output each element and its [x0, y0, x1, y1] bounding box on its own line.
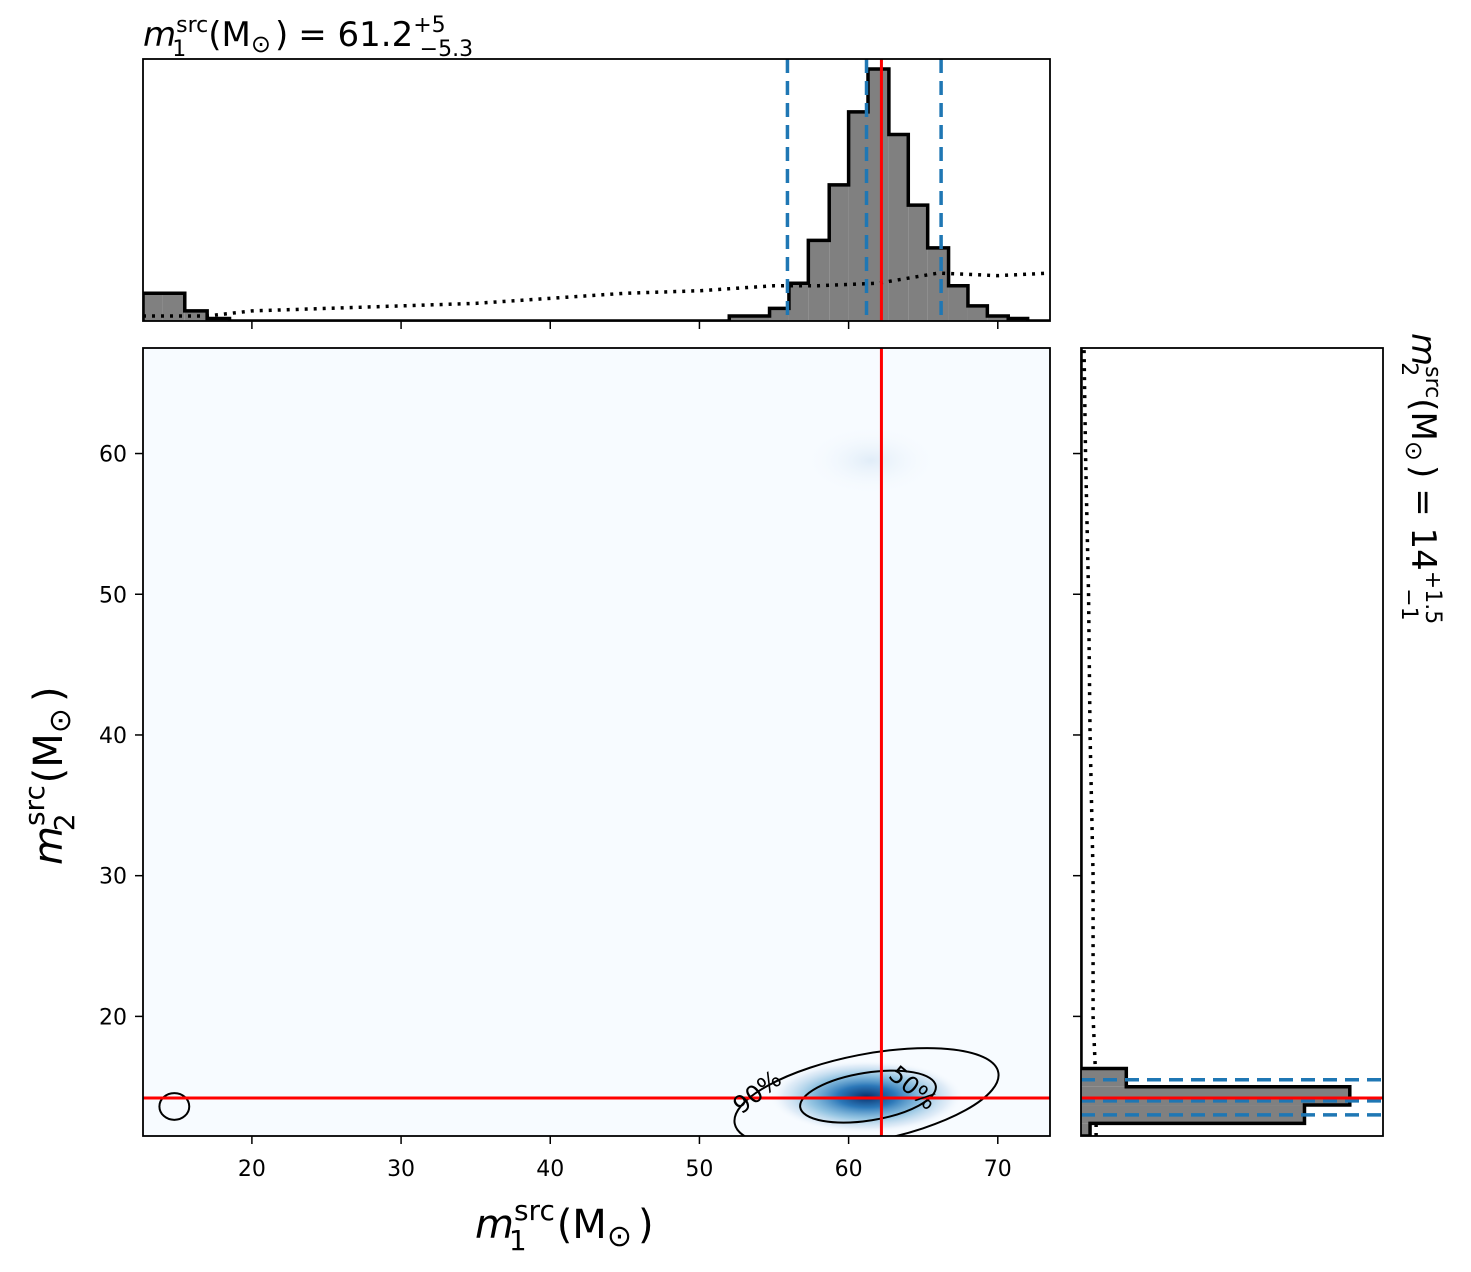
x-tick-label: 50 — [685, 1157, 713, 1182]
contour-line — [733, 1047, 1000, 1136]
histogram-bar — [184, 310, 208, 321]
histogram-bar — [888, 134, 909, 321]
right-title: msrc2(M⊙)= 14+1.5−1 — [1396, 333, 1445, 624]
histogram-bar — [769, 308, 789, 321]
x-tick-label: 20 — [238, 1157, 266, 1182]
y-tick-label: 50 — [99, 583, 127, 608]
top-prior-curve — [143, 271, 1050, 318]
y-tick-label: 40 — [99, 724, 127, 749]
x-axis-label: msrc 1 (M⊙) — [475, 1194, 654, 1257]
y-tick-label: 60 — [99, 443, 127, 468]
right-marginal-panel: msrc2(M⊙)= 14+1.5−1 — [1073, 333, 1445, 1137]
contour-line — [158, 1092, 191, 1121]
right-histogram-bars — [1081, 348, 1352, 1136]
top-panel-frame — [142, 58, 1051, 322]
histogram-bar — [967, 305, 988, 321]
histogram-bar — [162, 293, 185, 321]
x-tick-label: 70 — [984, 1157, 1012, 1182]
histogram-bar — [1081, 1068, 1127, 1087]
histogram-bar — [987, 315, 1009, 321]
histogram-bar — [1081, 1123, 1091, 1136]
y-axis-ticks: 20 30 40 50 60 — [99, 443, 143, 1030]
histogram-bar — [143, 293, 163, 321]
top-title: msrc 1 (M⊙) = 61.2+5 −5.3 — [143, 13, 473, 62]
joint-panel-frame — [142, 347, 1051, 1137]
histogram-bar — [829, 184, 849, 321]
histogram-bar — [868, 69, 889, 321]
credible-contours — [158, 1047, 1000, 1136]
histogram-bar — [788, 283, 809, 321]
right-y-ticks — [1073, 452, 1081, 1018]
right-prior-curve — [1082, 348, 1098, 1136]
x-tick-label: 60 — [835, 1157, 863, 1182]
truth-crosshair — [143, 348, 1050, 1136]
y-axis-label: msrc2(M⊙) — [18, 686, 81, 865]
prior-line — [143, 271, 1050, 318]
histogram-outline — [1081, 348, 1352, 1136]
histogram-bar — [927, 247, 949, 321]
faint-density-region — [803, 425, 939, 496]
histogram-bar — [729, 315, 770, 321]
y-tick-label: 30 — [99, 865, 127, 890]
histogram-bar — [908, 205, 928, 321]
x-axis-ticks: 20 30 40 50 60 70 — [238, 1136, 1012, 1182]
x-tick-label: 40 — [536, 1157, 564, 1182]
histogram-bar — [948, 285, 968, 321]
top-marginal-panel: msrc 1 (M⊙) = 61.2+5 −5.3 — [142, 13, 1051, 329]
y-tick-label: 20 — [99, 1005, 127, 1030]
top-histogram-bars — [143, 67, 1050, 321]
histogram-bar — [848, 111, 869, 321]
right-quantile-lines — [1081, 1077, 1383, 1117]
right-panel-frame — [1080, 347, 1384, 1137]
contour-line — [799, 1069, 937, 1124]
x-tick-label: 30 — [387, 1157, 415, 1182]
histogram-bar — [808, 240, 830, 321]
prior-line — [1082, 348, 1098, 1136]
top-x-ticks — [251, 321, 999, 329]
histogram-outline — [143, 67, 1050, 321]
